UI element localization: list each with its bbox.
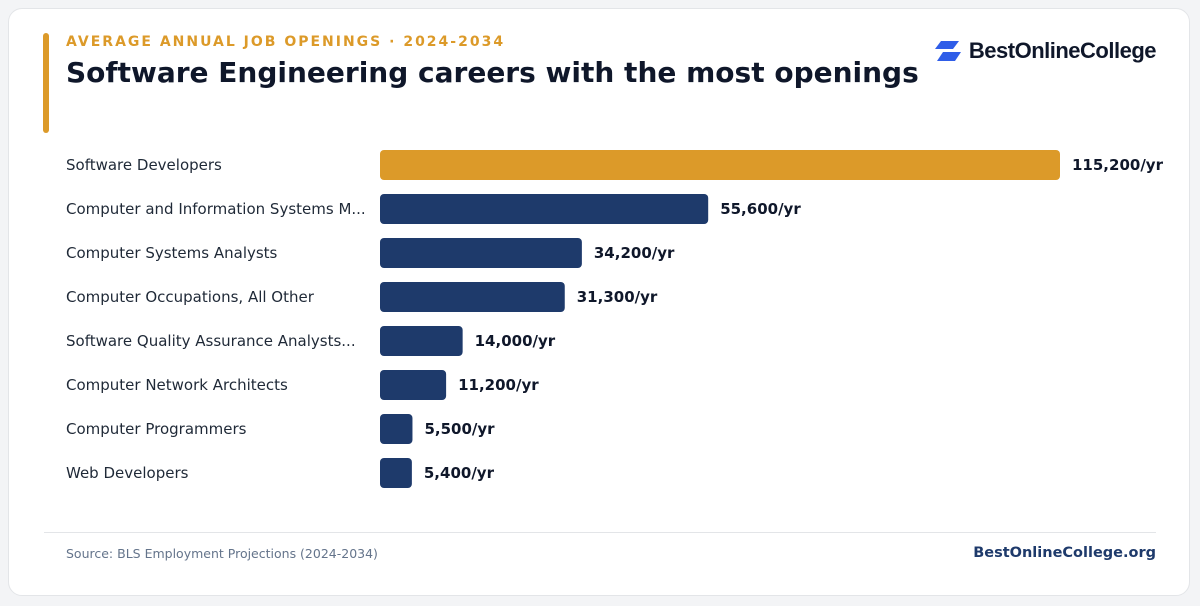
value-label: 14,000/yr bbox=[475, 332, 556, 350]
value-label: 115,200/yr bbox=[1072, 156, 1164, 174]
value-label: 31,300/yr bbox=[577, 288, 658, 306]
brand-mark-icon bbox=[934, 41, 961, 61]
brand-name: BestOnlineCollege bbox=[968, 38, 1157, 63]
chart-card bbox=[8, 8, 1190, 596]
value-label: 55,600/yr bbox=[720, 200, 801, 218]
category-label: Computer and Information Systems M... bbox=[66, 200, 366, 218]
site-link[interactable]: BestOnlineCollege.org bbox=[973, 545, 1156, 561]
footer-divider bbox=[44, 532, 1156, 533]
chart-eyebrow: AVERAGE ANNUAL JOB OPENINGS · 2024-2034 bbox=[66, 34, 506, 50]
bar bbox=[380, 458, 412, 488]
bar bbox=[380, 282, 565, 312]
category-label: Computer Network Architects bbox=[66, 376, 288, 394]
category-label: Computer Occupations, All Other bbox=[66, 288, 315, 306]
bar bbox=[380, 194, 709, 224]
source-note: Source: BLS Employment Projections (2024… bbox=[66, 546, 378, 561]
category-label: Computer Systems Analysts bbox=[66, 244, 278, 262]
category-label: Web Developers bbox=[66, 464, 189, 482]
value-label: 5,500/yr bbox=[424, 420, 495, 438]
value-label: 5,400/yr bbox=[424, 464, 495, 482]
category-label: Software Developers bbox=[66, 156, 222, 174]
bar bbox=[380, 238, 582, 268]
category-label: Software Quality Assurance Analysts... bbox=[66, 332, 356, 350]
bar bbox=[380, 370, 447, 400]
value-label: 34,200/yr bbox=[594, 244, 675, 262]
accent-bar bbox=[43, 33, 49, 133]
bar bbox=[380, 326, 463, 356]
brand-logo: BestOnlineCollege bbox=[934, 38, 1157, 64]
chart-title: Software Engineering careers with the mo… bbox=[66, 56, 919, 89]
bar bbox=[380, 150, 1060, 180]
bar bbox=[380, 414, 413, 444]
value-label: 11,200/yr bbox=[458, 376, 539, 394]
category-label: Computer Programmers bbox=[66, 420, 247, 438]
